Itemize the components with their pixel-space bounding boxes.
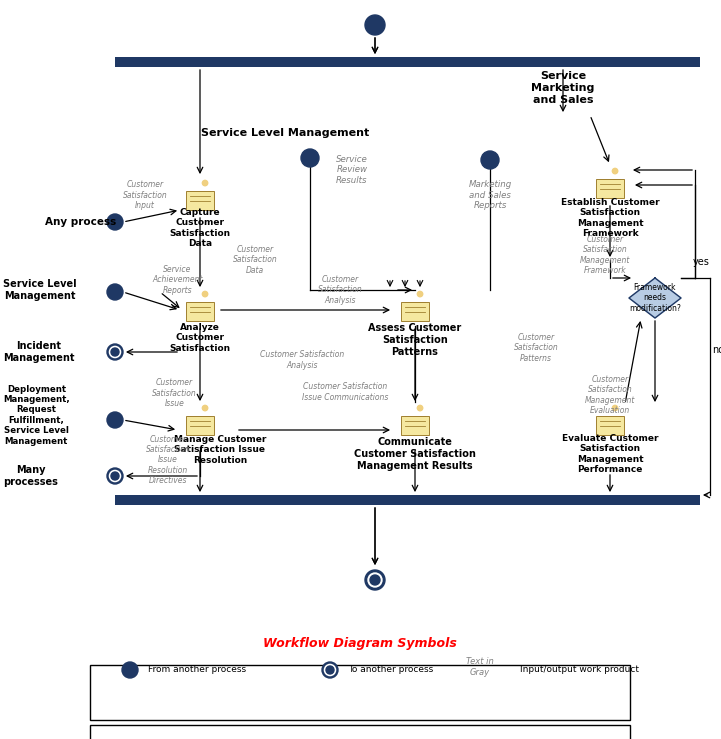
Circle shape [324, 664, 335, 675]
Bar [613, 171, 617, 174]
Bar [185, 416, 214, 435]
Circle shape [370, 575, 380, 585]
Bar [115, 495, 700, 505]
Text: Communicate
Customer Satisfaction
Management Results: Communicate Customer Satisfaction Manage… [354, 437, 476, 471]
Text: Deployment
Management,
Request
Fulfillment,
Service Level
Management: Deployment Management, Request Fulfillme… [3, 384, 70, 446]
Bar [613, 409, 617, 412]
Text: Customer
Satisfaction
Issue: Customer Satisfaction Issue [152, 378, 197, 408]
Circle shape [322, 662, 338, 678]
Circle shape [111, 348, 119, 356]
Text: From another process: From another process [148, 666, 246, 675]
Text: Incident
Management: Incident Management [3, 341, 74, 363]
Bar [203, 183, 208, 186]
Circle shape [481, 151, 499, 169]
Bar [185, 302, 214, 321]
Bar [596, 416, 624, 435]
Text: Workflow Diagram Symbols: Workflow Diagram Symbols [263, 636, 457, 650]
Circle shape [203, 406, 208, 411]
Circle shape [107, 214, 123, 230]
Text: Service Level
Management: Service Level Management [3, 279, 76, 301]
FancyBboxPatch shape [90, 725, 630, 739]
Circle shape [111, 472, 119, 480]
Circle shape [365, 570, 385, 590]
Circle shape [365, 15, 385, 35]
Circle shape [612, 406, 618, 411]
Text: To another process: To another process [348, 666, 433, 675]
Text: Manage Customer
Satisfaction Issue
Resolution: Manage Customer Satisfaction Issue Resol… [174, 435, 266, 465]
Bar [418, 294, 423, 297]
Circle shape [107, 344, 123, 360]
Text: Any process: Any process [45, 217, 116, 227]
Circle shape [110, 471, 120, 482]
Text: Customer
Satisfaction
Patterns: Customer Satisfaction Patterns [513, 333, 558, 363]
Circle shape [110, 347, 120, 358]
Bar [115, 57, 700, 67]
Text: Customer
Satisfaction
Analysis: Customer Satisfaction Analysis [318, 275, 363, 305]
Circle shape [326, 666, 334, 674]
Bar [401, 302, 430, 321]
Text: Customer Satisfaction
Issue Communications: Customer Satisfaction Issue Communicatio… [302, 382, 388, 402]
Text: Customer
Satisfaction
Management
Evaluation: Customer Satisfaction Management Evaluat… [585, 375, 635, 415]
Bar [90, 665, 630, 720]
Text: Many
processes: Many processes [3, 465, 58, 487]
Circle shape [107, 284, 123, 300]
Text: Service
Achievement
Reports: Service Achievement Reports [152, 265, 203, 295]
Text: Assess Customer
Satisfaction
Patterns: Assess Customer Satisfaction Patterns [368, 324, 461, 357]
Text: Evaluate Customer
Satisfaction
Management
Performance: Evaluate Customer Satisfaction Managemen… [562, 434, 658, 474]
Bar [401, 416, 430, 435]
Text: Customer
Satisfaction
Data: Customer Satisfaction Data [233, 245, 278, 275]
Polygon shape [629, 278, 681, 318]
Text: no: no [712, 345, 721, 355]
Text: Text in
Gray: Text in Gray [466, 657, 494, 677]
Bar [203, 294, 208, 297]
Text: Customer
Satisfaction
Input: Customer Satisfaction Input [123, 180, 167, 210]
Circle shape [301, 149, 319, 167]
Text: Service
Marketing
and Sales: Service Marketing and Sales [531, 72, 595, 105]
Circle shape [203, 180, 208, 185]
Text: Capture
Customer
Satisfaction
Data: Capture Customer Satisfaction Data [169, 208, 231, 248]
Text: Input/output work product: Input/output work product [520, 666, 639, 675]
Bar [185, 191, 214, 210]
Text: Customer Satisfaction
Analysis: Customer Satisfaction Analysis [260, 350, 344, 370]
Text: yes: yes [693, 257, 710, 267]
Text: Customer
Satisfaction
Issue
Resolution
Directives: Customer Satisfaction Issue Resolution D… [146, 435, 190, 486]
Text: Service Level Management: Service Level Management [201, 128, 369, 138]
Circle shape [107, 468, 123, 484]
Circle shape [368, 573, 382, 587]
Circle shape [122, 662, 138, 678]
Circle shape [612, 168, 618, 174]
Text: Establish Customer
Satisfaction
Management
Framework: Establish Customer Satisfaction Manageme… [561, 198, 659, 238]
Circle shape [417, 291, 423, 297]
Text: Framework
needs
modification?: Framework needs modification? [629, 283, 681, 313]
Bar [596, 179, 624, 197]
Text: Analyze
Customer
Satisfaction: Analyze Customer Satisfaction [169, 323, 231, 353]
Circle shape [203, 291, 208, 297]
Circle shape [417, 406, 423, 411]
Text: Customer
Satisfaction
Management
Framework: Customer Satisfaction Management Framewo… [580, 235, 630, 275]
Bar [418, 409, 423, 412]
Circle shape [107, 412, 123, 428]
Bar [203, 409, 208, 412]
Text: Service
Review
Results: Service Review Results [336, 155, 368, 185]
Text: Marketing
and Sales
Reports: Marketing and Sales Reports [469, 180, 512, 210]
